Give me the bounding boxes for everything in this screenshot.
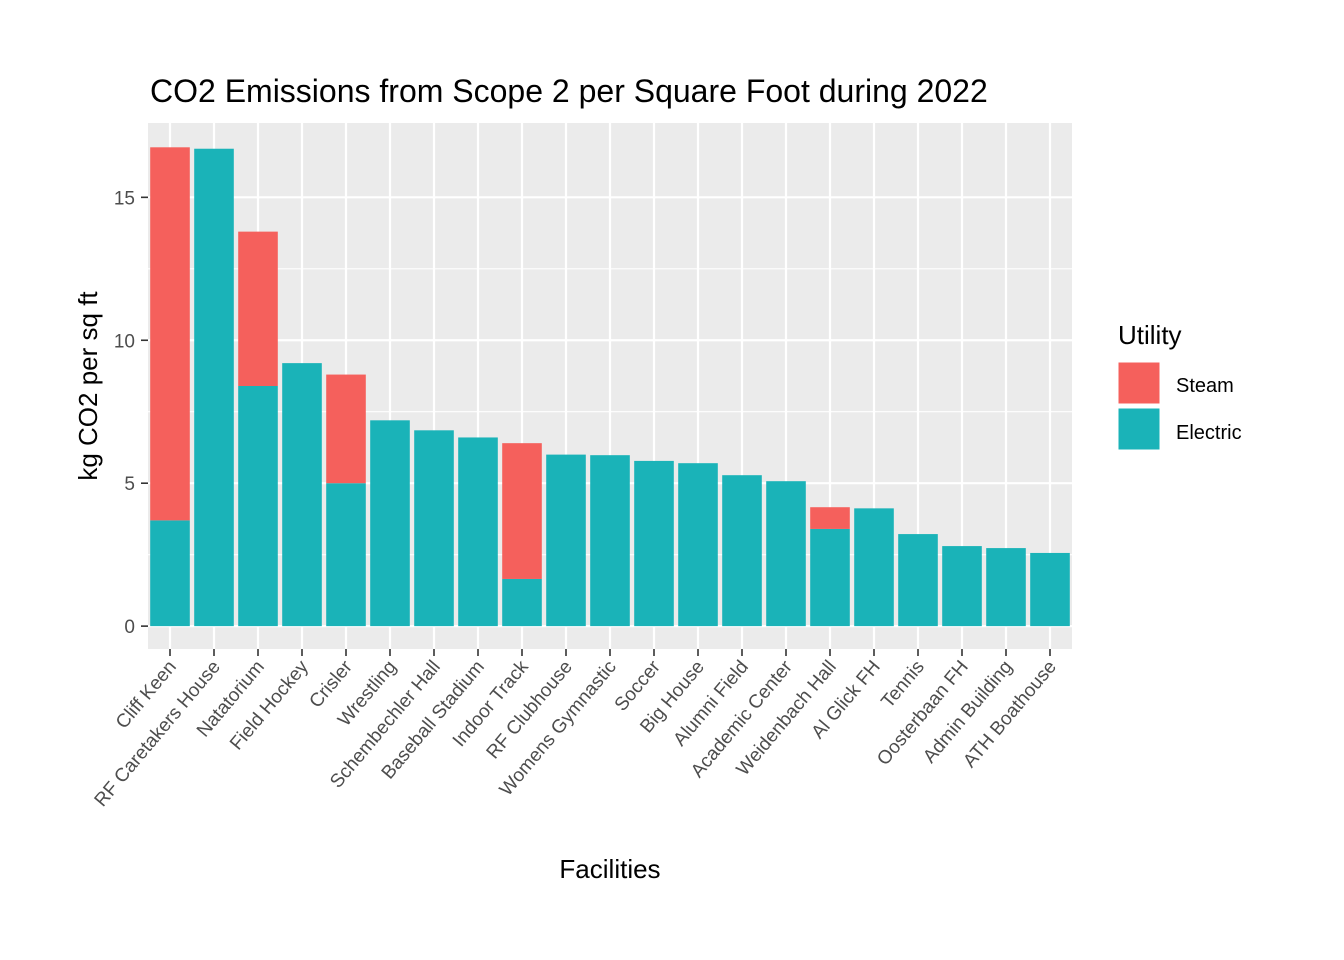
- bar-steam: [326, 374, 366, 484]
- bar-steam: [502, 443, 542, 579]
- bar-electric: [282, 363, 322, 627]
- bars: [150, 147, 1070, 627]
- bar-electric: [766, 481, 806, 627]
- bar-electric: [326, 483, 366, 627]
- bar-electric: [986, 548, 1026, 627]
- y-tick-label: 0: [124, 617, 135, 638]
- bar-electric: [722, 475, 762, 627]
- bar-steam: [150, 147, 190, 521]
- x-axis-title: Facilities: [559, 854, 660, 884]
- bar-electric: [854, 508, 894, 627]
- bar-electric: [194, 148, 234, 627]
- bar-electric: [458, 437, 498, 627]
- legend-key-electric: [1117, 407, 1161, 451]
- bar-electric: [634, 460, 674, 627]
- bar-electric: [1030, 552, 1070, 627]
- y-tick-label: 15: [114, 188, 135, 209]
- bar-electric: [942, 546, 982, 627]
- legend-title: Utility: [1118, 320, 1182, 350]
- bar-electric: [150, 520, 190, 627]
- bar-electric: [370, 420, 410, 627]
- bar-steam: [238, 231, 278, 386]
- y-tick-label: 10: [114, 331, 135, 352]
- bar-electric: [898, 534, 938, 627]
- bar-electric: [678, 463, 718, 627]
- chart-title: CO2 Emissions from Scope 2 per Square Fo…: [150, 73, 988, 109]
- y-axis-title: kg CO2 per sq ft: [73, 291, 103, 481]
- bar-steam: [810, 507, 850, 529]
- bar-electric: [590, 455, 630, 627]
- bar-electric: [810, 528, 850, 627]
- bar-electric: [546, 454, 586, 627]
- y-tick-label: 5: [124, 474, 135, 495]
- bar-electric: [238, 386, 278, 627]
- legend-label-steam: Steam: [1176, 375, 1234, 397]
- legend: Utility Steam Electric: [1117, 320, 1242, 451]
- bar-electric: [414, 430, 454, 627]
- bar-electric: [502, 578, 542, 627]
- legend-key-steam: [1117, 361, 1161, 405]
- legend-label-electric: Electric: [1176, 422, 1242, 444]
